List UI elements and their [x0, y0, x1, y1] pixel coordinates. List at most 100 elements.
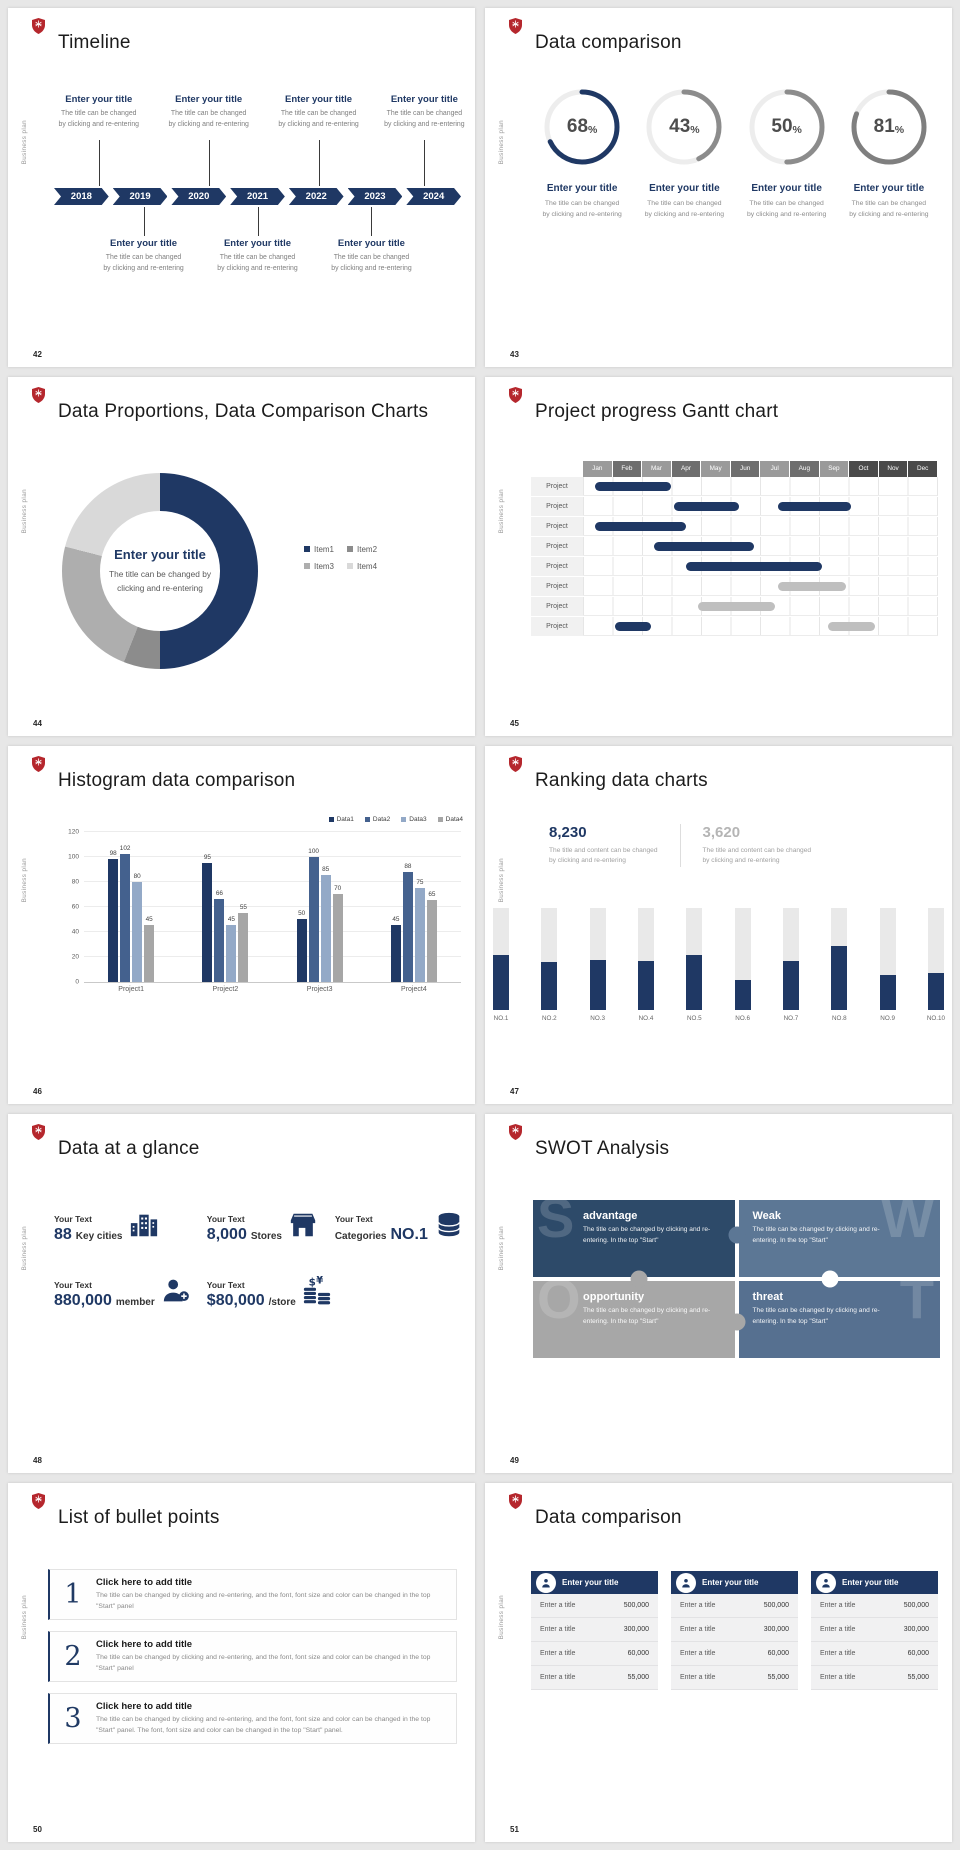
progress-rings-row: 68% Enter your title The title can be chan…: [531, 84, 940, 220]
brand-shield-icon: [509, 386, 522, 403]
slide-title: Data comparison: [535, 32, 682, 53]
person-icon: [536, 1572, 556, 1593]
caption-line: The title can be changed: [170, 110, 247, 117]
person-icon: [816, 1572, 836, 1593]
row-label: Enter a title: [540, 1626, 576, 1634]
bar-value-label: 98: [109, 850, 117, 858]
swot-cell-title: threat: [752, 1291, 784, 1304]
slide-title: List of bullet points: [58, 1507, 220, 1529]
row-value: 60,000: [907, 1650, 929, 1658]
bar: 85: [320, 866, 331, 982]
stat-value-line: Categories NO.1: [335, 1226, 428, 1244]
row-value: 55,000: [767, 1674, 789, 1682]
slide-title: Data comparison: [535, 1507, 682, 1529]
ranking-bar-track: NO.7: [782, 907, 799, 1022]
ranking-category-label: NO.6: [735, 1014, 750, 1022]
row-value: 55,000: [907, 1674, 929, 1682]
stats-grid: Your Text 88 Key cities Your Text 8,000 Store…: [54, 1213, 467, 1310]
gantt-content: Jan Feb Mar Apr May Jun Jul Aug Sep Oct Nov Dec Proj…: [485, 377, 952, 736]
swot-cell-caption: The title can be changed by clicking and…: [752, 1307, 880, 1325]
timeline-item-title: Enter your title: [110, 238, 178, 249]
ranking-bar-track: NO.9: [879, 907, 896, 1022]
ring-percent-value: 81%: [846, 84, 932, 170]
percent-number: 81: [873, 116, 895, 137]
ranking-bar-fill: [879, 974, 896, 1010]
row-value: 60,000: [767, 1650, 789, 1658]
bullet-number: 1: [64, 1579, 82, 1611]
stat-suffix: member: [115, 1297, 155, 1309]
headline-divider: [679, 823, 681, 868]
ranking-bar-fill: [831, 946, 848, 1010]
legend-entry: Data2: [364, 816, 390, 823]
stat-item: Your Text 88 Key cities: [54, 1214, 159, 1244]
ring-title: Enter your title: [853, 183, 925, 194]
gantt-month-header: Jul: [760, 460, 791, 477]
gantt-row: Project: [531, 536, 938, 557]
bar-value-label: 102: [119, 845, 131, 853]
slide-title: Ranking data charts: [535, 769, 708, 791]
gantt-bar: [777, 501, 852, 511]
row-label: Enter a title: [680, 1602, 716, 1610]
city-icon: [129, 1210, 159, 1240]
swot-watermark-letter: T: [899, 1281, 934, 1331]
bar-group: 98 102 80 45 Project1: [107, 832, 155, 993]
gantt-bar: [698, 601, 775, 611]
timeline-item: Enter your title The title can be changed…: [205, 238, 311, 274]
caption-line: by clicking and re-entering: [702, 857, 780, 865]
card-row: Enter a title 300,000: [811, 1618, 938, 1643]
comparison-card: Enter your title Enter a title 500,000 Ente…: [811, 1571, 938, 1691]
percent-sign: %: [690, 123, 700, 136]
stat-value-line: $80,000/store: [207, 1292, 296, 1310]
bullet-list: 1 Click here to add title The title can be…: [48, 1569, 457, 1745]
histogram-plot: 0 20 40 60 80 100 120 98 102 80 45 Project1 95 66 45 55…: [68, 828, 461, 993]
slide-51-comparison-cards: Business plan Data comparison Enter your…: [485, 1483, 952, 1842]
card-title: Enter your title: [702, 1578, 759, 1588]
legend-swatch: [304, 546, 310, 553]
ring-title: Enter your title: [751, 183, 822, 194]
swot-cell-title: Weak: [752, 1210, 782, 1223]
gantt-month-header: Oct: [849, 460, 879, 477]
timeline-connector-line: [318, 140, 320, 186]
timeline-year-chip: 2020: [171, 188, 226, 205]
bar-value-label: 65: [428, 891, 436, 899]
swot-cell-title: opportunity: [583, 1291, 645, 1304]
timeline-item-caption: The title can be changed by clicking and …: [371, 108, 475, 130]
puzzle-knob: [728, 1226, 745, 1244]
histogram-legend: Data1 Data2 Data3 Data4: [328, 815, 463, 823]
y-axis-tick-label: 0: [75, 978, 79, 986]
bullet-number: 3: [64, 1703, 82, 1735]
ranking-bar-fill: [541, 961, 558, 1010]
row-label: Enter a title: [680, 1626, 716, 1634]
gridline: [84, 830, 461, 832]
bar: 45: [226, 916, 237, 982]
bullet-title: Click here to add title: [96, 1577, 193, 1589]
category-label: Project3: [306, 985, 333, 993]
ranking-bar-fill: [686, 954, 703, 1010]
legend-label: Data1: [336, 815, 354, 823]
stat-number: 88: [54, 1226, 72, 1244]
ranking-bar-fill: [589, 959, 606, 1010]
ranking-bar-fill: [782, 960, 799, 1010]
bullet-body: Click here to add title The title can be …: [96, 1701, 446, 1736]
histogram-content: Data1 Data2 Data3 Data4 0 20 40 60 80 100 120 98 102…: [8, 746, 475, 1105]
gantt-month-header: Dec: [908, 460, 938, 477]
puzzle-knob: [630, 1270, 648, 1288]
comparison-card: Enter your title Enter a title 500,000 Ente…: [531, 1571, 658, 1691]
swot-watermark-letter: W: [881, 1200, 934, 1250]
ring-caption: The title can be changed by clicking and …: [849, 198, 928, 220]
gantt-month-header: Mar: [642, 460, 672, 477]
caption-line: by clicking and re-entering: [217, 265, 298, 273]
card-row: Enter a title 500,000: [811, 1594, 938, 1619]
slide-number: 50: [33, 1824, 42, 1834]
swot-cell-caption: The title can be changed by clicking and…: [752, 1226, 880, 1244]
bullet-caption: The title can be changed by clicking and…: [96, 1592, 431, 1610]
ranking-bar-track: NO.8: [831, 907, 848, 1022]
card-row: Enter a title 60,000: [531, 1642, 658, 1667]
timeline-year-chip: 2023: [348, 188, 403, 205]
legend-swatch: [401, 816, 407, 822]
legend-swatch: [347, 563, 354, 570]
bar: 55: [238, 904, 249, 982]
bar: 88: [402, 863, 413, 982]
